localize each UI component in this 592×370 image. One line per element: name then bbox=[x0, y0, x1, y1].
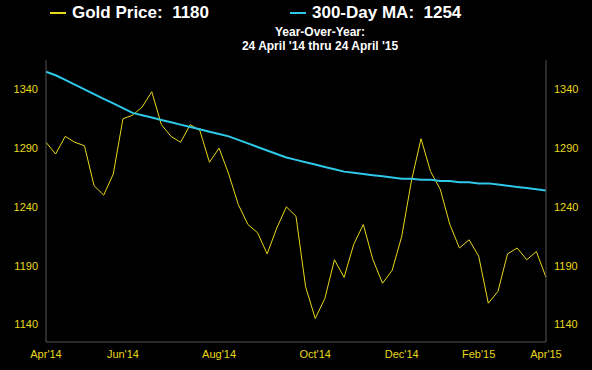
svg-text:1290: 1290 bbox=[14, 142, 38, 154]
svg-text:1140: 1140 bbox=[14, 318, 38, 330]
svg-text:Feb'15: Feb'15 bbox=[462, 348, 495, 360]
svg-text:1340: 1340 bbox=[14, 83, 38, 95]
svg-text:Jun'14: Jun'14 bbox=[107, 348, 139, 360]
svg-text:1240: 1240 bbox=[14, 201, 38, 213]
svg-text:Apr'14: Apr'14 bbox=[30, 348, 61, 360]
svg-text:1190: 1190 bbox=[14, 260, 38, 272]
svg-text:1290: 1290 bbox=[554, 142, 578, 154]
svg-text:Apr'15: Apr'15 bbox=[530, 348, 561, 360]
svg-text:1140: 1140 bbox=[554, 318, 578, 330]
svg-text:1240: 1240 bbox=[554, 201, 578, 213]
svg-text:1190: 1190 bbox=[554, 260, 578, 272]
svg-text:Dec'14: Dec'14 bbox=[385, 348, 419, 360]
svg-text:1340: 1340 bbox=[554, 83, 578, 95]
html-text:24 April '14 thru 24 April '15: 24 April '14 thru 24 April '15 bbox=[241, 39, 399, 53]
html-text:300-Day MA: 1254: 300-Day MA: 1254 bbox=[312, 3, 462, 22]
html-text:Year-Over-Year:: Year-Over-Year: bbox=[275, 25, 365, 39]
html-text:Gold Price: 1180: Gold Price: 1180 bbox=[72, 3, 209, 22]
svg-text:Oct'14: Oct'14 bbox=[300, 348, 331, 360]
svg-text:Aug'14: Aug'14 bbox=[202, 348, 236, 360]
